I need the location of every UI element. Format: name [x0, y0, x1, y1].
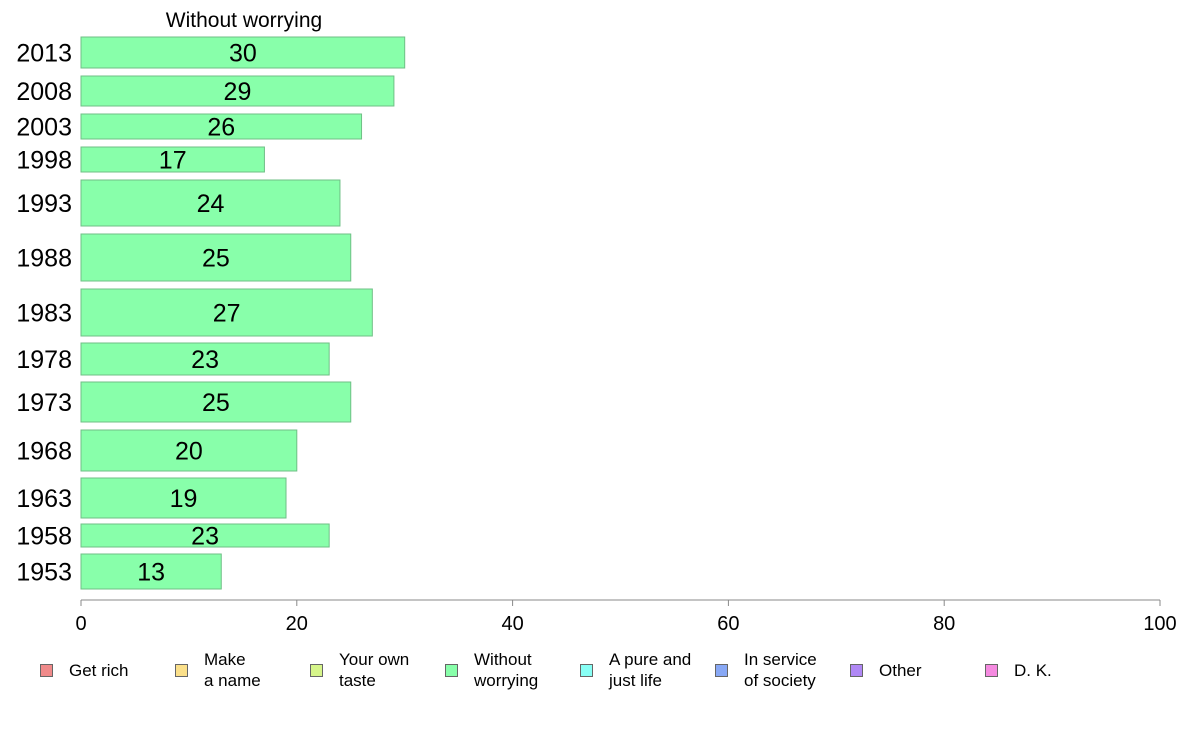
- legend-label: In service of society: [744, 650, 817, 690]
- category-label: 1988: [16, 245, 72, 273]
- bar: [80, 429, 298, 472]
- legend-item: In service of society: [715, 648, 817, 692]
- data-label: 19: [170, 485, 198, 513]
- x-tick-label: 60: [717, 613, 739, 635]
- data-label: 23: [191, 346, 219, 374]
- category-label: 2013: [16, 40, 72, 68]
- legend-item: Your own taste: [310, 648, 409, 692]
- data-label: 30: [229, 40, 257, 68]
- legend-label: Get rich: [69, 660, 129, 680]
- legend-item: D. K.: [985, 648, 1052, 692]
- x-tick-label: 100: [1143, 613, 1176, 635]
- bar: [80, 179, 341, 227]
- category-label: 1978: [16, 346, 72, 374]
- legend-label: A pure and just life: [609, 650, 692, 690]
- legend-label: Make a name: [204, 650, 261, 690]
- category-label: 1968: [16, 438, 72, 466]
- category-label: 2008: [16, 78, 72, 106]
- bar: [80, 113, 363, 140]
- legend-item: Without worrying: [445, 648, 538, 692]
- bar: [80, 288, 373, 337]
- bar: [80, 75, 395, 107]
- data-label: 25: [202, 389, 230, 417]
- chart-title: Without worrying: [166, 9, 322, 32]
- data-label: 25: [202, 245, 230, 273]
- data-label: 23: [191, 523, 219, 551]
- data-label: 13: [137, 559, 165, 587]
- legend-swatch: [580, 663, 593, 677]
- category-label: 1973: [16, 389, 72, 417]
- data-label: 24: [197, 190, 225, 218]
- data-label: 17: [159, 147, 187, 175]
- legend-item: A pure and just life: [580, 648, 691, 692]
- legend-item: Get rich: [40, 648, 129, 692]
- bar: [80, 553, 222, 590]
- x-tick-label: 40: [501, 613, 523, 635]
- x-tick-label: 80: [933, 613, 955, 635]
- data-label: 29: [224, 78, 252, 106]
- category-label: 2003: [16, 114, 72, 142]
- legend-item: Other: [850, 648, 922, 692]
- legend-swatch: [850, 663, 863, 677]
- legend-swatch: [175, 663, 188, 677]
- x-tick-label: 0: [75, 613, 86, 635]
- legend-label: Other: [879, 660, 922, 680]
- data-label: 27: [213, 300, 241, 328]
- legend-swatch: [310, 663, 323, 677]
- legend-swatch: [985, 663, 998, 677]
- legend-label: Your own taste: [339, 650, 410, 690]
- bar: [80, 477, 287, 519]
- category-label: 1983: [16, 300, 72, 328]
- legend-swatch: [445, 663, 458, 677]
- bar: [80, 523, 330, 548]
- bar: [80, 342, 330, 376]
- category-label: 1958: [16, 523, 72, 551]
- bar: [80, 36, 406, 69]
- bar: [80, 146, 265, 173]
- legend-swatch: [40, 663, 53, 677]
- data-label: 20: [175, 438, 203, 466]
- legend-item: Make a name: [175, 648, 261, 692]
- bar: [80, 233, 352, 282]
- bar: [80, 381, 352, 423]
- legend-swatch: [715, 663, 728, 677]
- data-label: 26: [207, 114, 235, 142]
- x-tick-label: 20: [286, 613, 308, 635]
- legend-label: Without worrying: [474, 650, 539, 690]
- category-label: 1953: [16, 559, 72, 587]
- legend-label: D. K.: [1014, 660, 1052, 680]
- category-label: 1993: [16, 190, 72, 218]
- legend: Get rich Make a name Your own taste Without…: [0, 648, 1188, 698]
- category-label: 1998: [16, 147, 72, 175]
- category-label: 1963: [16, 485, 72, 513]
